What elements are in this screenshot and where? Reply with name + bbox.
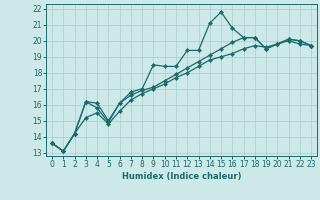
X-axis label: Humidex (Indice chaleur): Humidex (Indice chaleur) xyxy=(122,172,241,181)
